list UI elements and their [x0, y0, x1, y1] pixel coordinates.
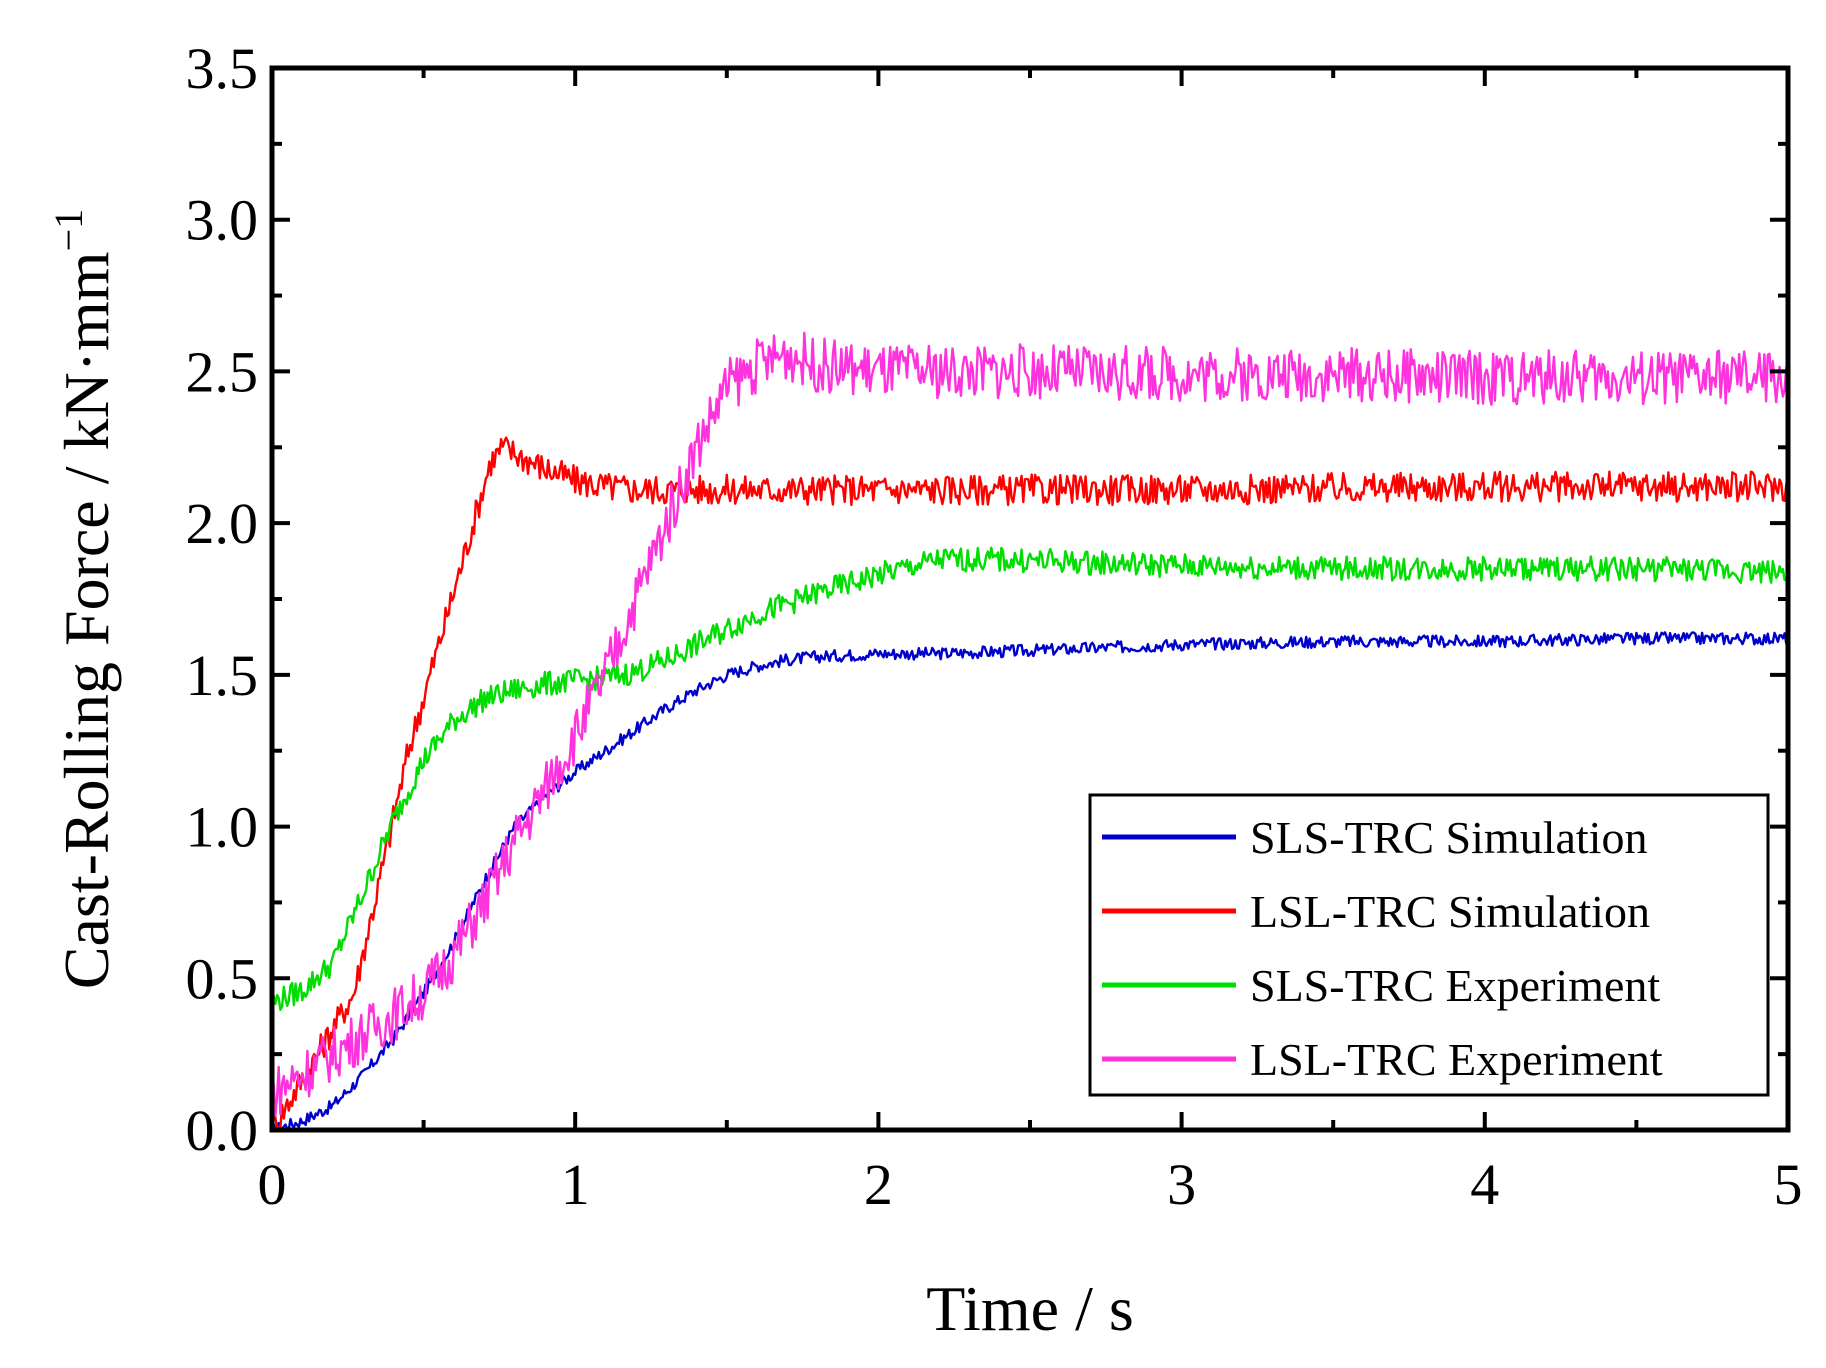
legend-box [1088, 793, 1770, 1097]
y-tick-label: 1.0 [186, 795, 259, 860]
series-layer [270, 331, 1790, 1132]
legend-label: LSL-TRC Experiment [1250, 1034, 1663, 1085]
x-tick-label: 0 [258, 1152, 287, 1217]
y-tick-label: 3.5 [186, 36, 259, 101]
series-line [270, 436, 1790, 1132]
y-tick-labels: 0.0 0.5 1.0 1.5 2.0 2.5 3.0 3.5 [186, 36, 259, 1163]
series-line [271, 631, 1790, 1132]
y-axis-title-superscript: −1 [46, 209, 91, 252]
ticks-layer [270, 66, 1790, 1132]
x-tick-label: 4 [1470, 1152, 1499, 1217]
y-tick-label: 1.5 [186, 643, 259, 708]
series-line [270, 546, 1789, 1011]
y-tick-label: 2.0 [186, 491, 259, 556]
x-tick-labels: 0 1 2 3 4 5 [258, 1152, 1803, 1217]
legend-label: SLS-TRC Experiment [1250, 960, 1660, 1011]
x-axis-title: Time / s [926, 1273, 1134, 1344]
legend: SLS-TRC Simulation LSL-TRC Simulation SLS-… [1088, 793, 1770, 1097]
legend-label: SLS-TRC Simulation [1250, 812, 1647, 863]
y-tick-label: 0.0 [186, 1098, 259, 1163]
y-axis-title: Cast-Rolling Force / kN·mm−1 [46, 209, 122, 989]
x-tick-label: 1 [561, 1152, 590, 1217]
y-tick-label: 0.5 [186, 946, 259, 1011]
series-line [270, 331, 1790, 1117]
x-tick-label: 3 [1167, 1152, 1196, 1217]
y-tick-label: 3.0 [186, 188, 259, 253]
x-tick-label: 2 [864, 1152, 893, 1217]
y-tick-label: 2.5 [186, 339, 259, 404]
x-tick-label: 5 [1774, 1152, 1803, 1217]
legend-label: LSL-TRC Simulation [1250, 886, 1650, 937]
y-axis-title-main: Cast-Rolling Force / kN·mm [51, 251, 122, 989]
